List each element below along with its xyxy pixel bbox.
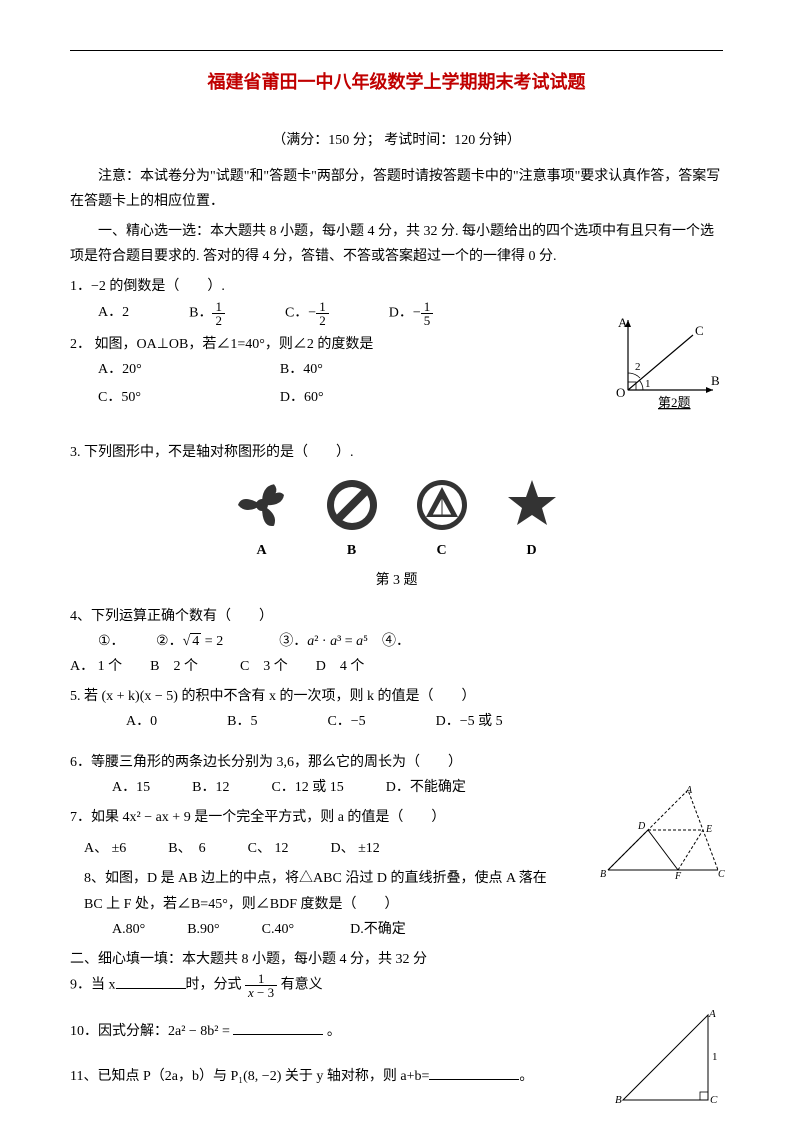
q1-optB: B．12	[189, 300, 225, 327]
svg-text:第2题: 第2题	[658, 395, 691, 410]
q2-optD: D．60°	[280, 385, 462, 410]
figure-q3-row: A B C D	[70, 475, 723, 563]
svg-text:1: 1	[712, 1051, 718, 1063]
q3-fig-C: C	[412, 475, 472, 563]
q4-items: ①． ②．4 = 2 ③．a² · a³ = a⁵ ④．	[70, 629, 723, 654]
q9-fraction: 1x − 3	[245, 972, 277, 999]
q1-optC: C．−12	[285, 300, 329, 327]
q1-optD: D．−15	[389, 300, 434, 327]
svg-text:A: A	[708, 1008, 716, 1020]
q5-options: A．0 B．5 C．−5 D．−5 或 5	[70, 709, 723, 734]
svg-text:B: B	[615, 1094, 622, 1105]
q4-options: A． 1 个 B 2 个 C 3 个 D 4 个	[70, 654, 723, 679]
q4-text: 4、下列运算正确个数有（ ）	[70, 604, 723, 629]
figure-q2: A B C O 1 2 第2题	[613, 315, 723, 410]
q1-optA: A．2	[98, 300, 129, 327]
svg-text:C: C	[695, 323, 704, 338]
q2-optA: A．20°	[98, 357, 280, 382]
figure-q8: A B C D E F	[598, 785, 728, 880]
svg-text:C: C	[718, 869, 725, 880]
q2-options: A．20° B．40° C．50° D．60°	[70, 357, 462, 410]
header-rule	[70, 50, 723, 51]
instructions: 注意：本试卷分为"试题"和"答题卡"两部分，答题时请按答题卡中的"注意事项"要求…	[70, 164, 723, 214]
q3-fig-B: B	[322, 475, 382, 563]
svg-text:A: A	[685, 785, 693, 796]
svg-text:C: C	[710, 1094, 718, 1105]
q1-text: 1．−2 的倒数是（ ）.	[70, 274, 723, 299]
question-9: 9．当 x时，分式 1x − 3 有意义	[70, 972, 723, 999]
section-2-heading: 二、细心填一填：本大题共 8 小题，每小题 4 分，共 32 分	[70, 947, 723, 972]
q2-optB: B．40°	[280, 357, 462, 382]
svg-text:B: B	[600, 869, 606, 880]
q3-fig-A: A	[232, 475, 292, 563]
svg-text:F: F	[674, 871, 682, 880]
exam-title: 福建省莆田一中八年级数学上学期期末考试试题	[70, 66, 723, 98]
section-1-heading: 一、精心选一选：本大题共 8 小题，每小题 4 分，共 32 分. 每小题给出的…	[70, 219, 723, 269]
figure-q11: A B C 1	[613, 1005, 723, 1105]
svg-text:1: 1	[645, 378, 651, 390]
svg-text:E: E	[705, 824, 712, 835]
q5-text: 5. 若 (x + k)(x − 5) 的积中不含有 x 的一次项，则 k 的值…	[70, 684, 723, 709]
svg-text:A: A	[618, 315, 628, 330]
svg-text:D: D	[637, 821, 646, 832]
q8-text: 8、如图，D 是 AB 边上的中点，将△ABC 沿过 D 的直线折叠，使点 A …	[70, 866, 560, 916]
q6-text: 6．等腰三角形的两条边长分别为 3,6，那么它的周长为（ ）	[70, 750, 723, 775]
question-3: 3. 下列图形中，不是轴对称图形的是（ ）. A B	[70, 440, 723, 594]
blank-q11	[429, 1066, 519, 1080]
exam-meta: （满分：150 分； 考试时间：120 分钟）	[70, 128, 723, 153]
q8-options: A.80° B.90° C.40° D.不确定	[70, 917, 723, 942]
svg-text:2: 2	[635, 361, 641, 373]
q2-optC: C．50°	[98, 385, 280, 410]
q3-fig-D: D	[502, 475, 562, 563]
blank-q9	[116, 975, 186, 989]
q3-caption: 第 3 题	[70, 568, 723, 593]
blank-q10	[233, 1021, 323, 1035]
question-5: 5. 若 (x + k)(x − 5) 的积中不含有 x 的一次项，则 k 的值…	[70, 684, 723, 734]
svg-text:B: B	[711, 373, 720, 388]
svg-text:O: O	[616, 385, 625, 400]
q3-text: 3. 下列图形中，不是轴对称图形的是（ ）.	[70, 440, 723, 465]
question-4: 4、下列运算正确个数有（ ） ①． ②．4 = 2 ③．a² · a³ = a⁵…	[70, 604, 723, 680]
